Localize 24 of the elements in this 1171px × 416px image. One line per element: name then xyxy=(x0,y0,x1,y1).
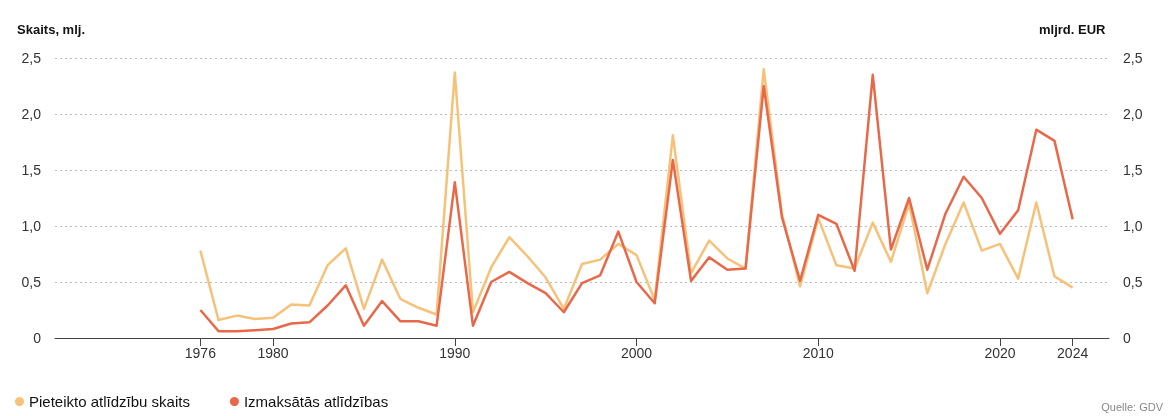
x-tick-label: 1980 xyxy=(257,345,289,361)
y-tick-label: 2,0 xyxy=(21,106,42,122)
legend-label: Izmaksātās atlīdzības xyxy=(243,393,389,410)
y-tick-label: 1,0 xyxy=(21,218,42,234)
y2-tick-label: 0 xyxy=(1123,330,1131,346)
y-tick-label: 2,5 xyxy=(21,50,42,66)
x-tick-label: 1976 xyxy=(184,345,217,361)
y2-tick-label: 2,0 xyxy=(1123,106,1143,122)
x-tick-label: 2010 xyxy=(802,345,835,361)
x-tick-label: 2024 xyxy=(1057,345,1089,361)
x-tick-label: 2020 xyxy=(984,345,1016,361)
y2-tick-label: 2,5 xyxy=(1123,50,1143,66)
y-tick-label: 0 xyxy=(33,330,42,346)
y-tick-label: 0,5 xyxy=(21,274,42,290)
legend-label: Pieteikto atlīdzību skaits xyxy=(29,393,190,410)
x-tick-label: 2000 xyxy=(620,345,653,361)
source-note: Quelle: GDV xyxy=(1101,400,1164,413)
y2-tick-label: 1,5 xyxy=(1123,162,1143,178)
y2-tick-label: 1,0 xyxy=(1123,218,1143,234)
y2-tick-label: 0,5 xyxy=(1123,274,1143,290)
y2-axis-title: mljrd. EUR xyxy=(1039,22,1107,37)
y-tick-label: 1,5 xyxy=(21,162,42,178)
y-axis-title: Skaits, mlj. xyxy=(17,22,85,37)
x-tick-label: 1990 xyxy=(439,345,471,361)
